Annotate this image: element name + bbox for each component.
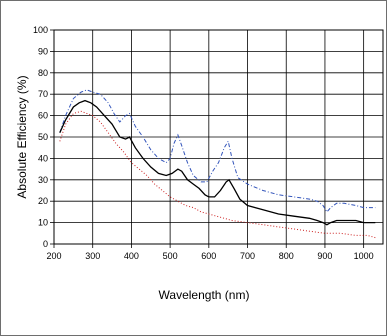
y-tick-label-20: 20: [38, 196, 48, 206]
y-tick-label-100: 100: [33, 25, 48, 35]
axes: 0 10 20 30 40 50 60 70 80 90 100 200 300 400 500 600 700…: [33, 25, 384, 261]
x-tick-label-300: 300: [85, 251, 100, 261]
x-tick-label-1000: 1000: [354, 251, 374, 261]
grid-lines: [53, 29, 383, 245]
x-tick-label-800: 800: [279, 251, 294, 261]
plot-area-border: [53, 29, 384, 245]
y-tick-label-0: 0: [43, 239, 48, 249]
x-axis-title: Wavelength (nm): [159, 288, 250, 302]
y-tick-label-10: 10: [38, 218, 48, 228]
y-tick-label-50: 50: [38, 132, 48, 142]
x-tick-label-400: 400: [124, 251, 139, 261]
series-line-3: [59, 110, 376, 239]
y-tick-label-90: 90: [38, 46, 48, 56]
series-line-1: [59, 89, 376, 213]
y-axis-title: Absolute Efficiency (%): [15, 75, 29, 198]
x-tick-label-900: 900: [317, 251, 332, 261]
y-tick-label-80: 80: [38, 68, 48, 78]
x-tick-label-600: 600: [201, 251, 216, 261]
y-tick-label-40: 40: [38, 153, 48, 163]
y-tick-label-70: 70: [38, 89, 48, 99]
x-tick-label-700: 700: [240, 251, 255, 261]
series-line-2: [59, 99, 376, 226]
series-lines: [59, 89, 376, 239]
x-tick-label-200: 200: [46, 251, 61, 261]
y-tick-label-60: 60: [38, 111, 48, 121]
x-tick-label-500: 500: [163, 251, 178, 261]
y-tick-label-30: 30: [38, 175, 48, 185]
